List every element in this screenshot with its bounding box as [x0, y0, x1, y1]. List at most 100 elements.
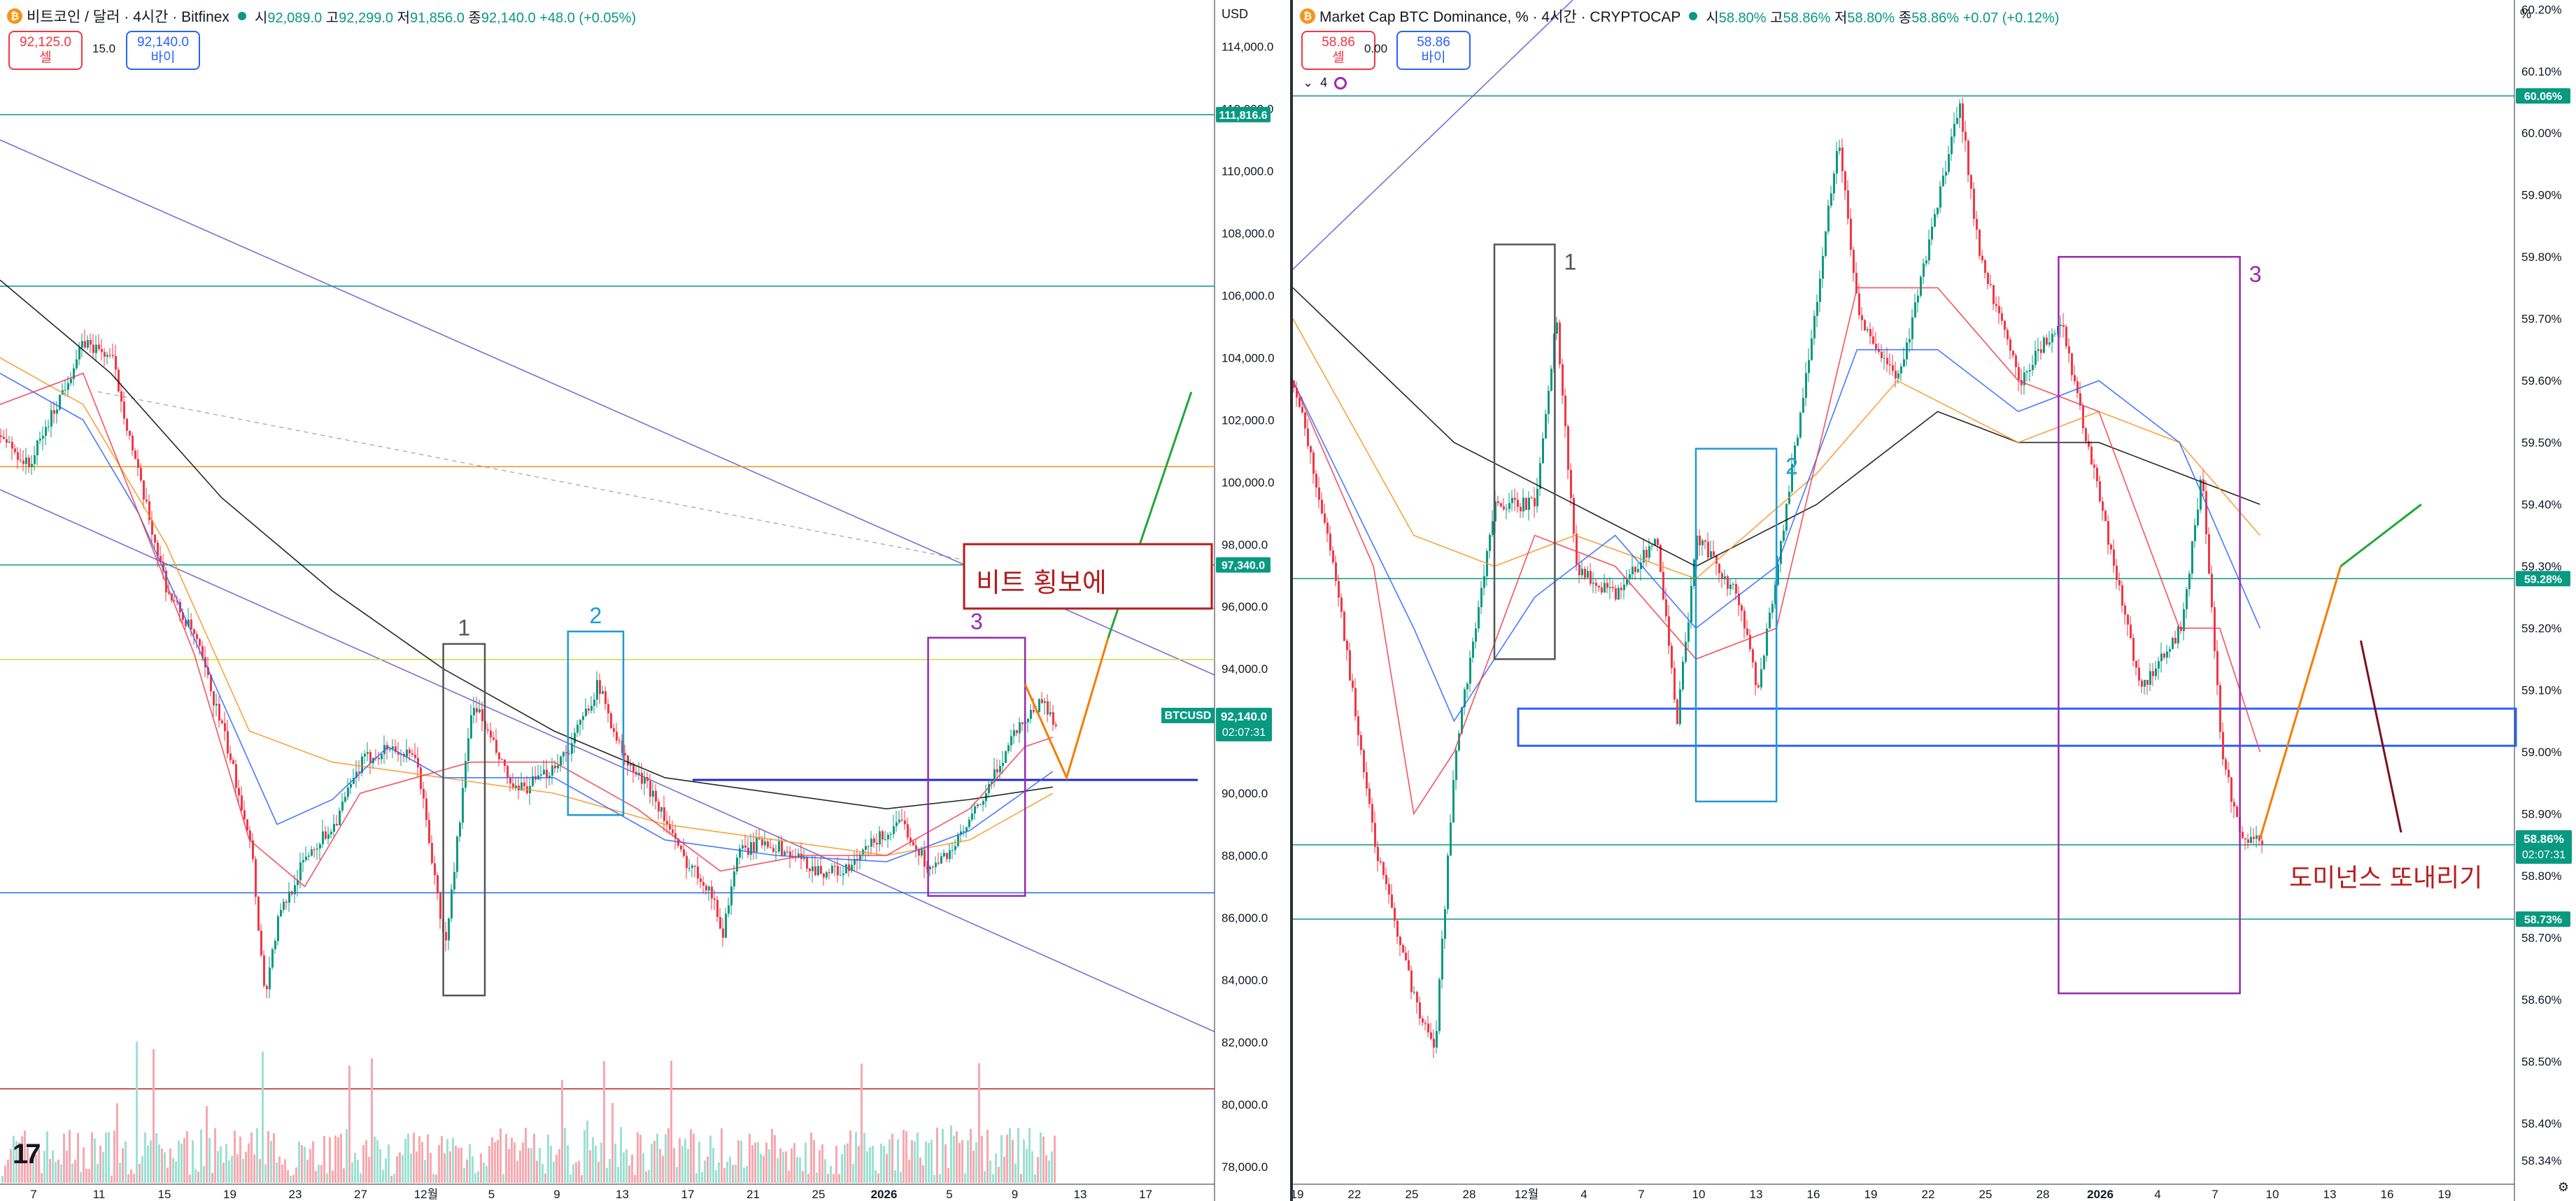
- candle-body: [255, 859, 257, 897]
- candle-body: [2183, 609, 2185, 632]
- candle-body: [1925, 260, 1927, 264]
- candle-body: [1979, 229, 1981, 256]
- buy-label: 바이: [1421, 50, 1446, 65]
- volume-bar: [827, 1174, 829, 1183]
- candle-body: [1707, 541, 1709, 557]
- btc-price-chart[interactable]: 78,000.0 80,000.0 82,000.0 84,000.0 86,000.0…: [0, 0, 1290, 1201]
- candle-body: [1729, 584, 1732, 589]
- btc-symbol-header[interactable]: ₿ 비트코인 / 달러 · 4시간 · Bitfinex 시92,089.0 고…: [7, 6, 636, 27]
- volume-bar: [880, 1143, 882, 1183]
- candle-body: [1942, 176, 1944, 187]
- symbol-title[interactable]: Market Cap BTC Dominance, % · 4시간 · CRYP…: [1319, 9, 1681, 25]
- volume-bar: [27, 1147, 29, 1183]
- volume-bar: [455, 1146, 457, 1183]
- volume-bar: [52, 1150, 54, 1183]
- volume-bar: [197, 1172, 199, 1183]
- volume-bar: [88, 1169, 90, 1183]
- candle-body: [414, 754, 416, 758]
- volume-bar: [950, 1125, 952, 1183]
- candle-body: [1780, 541, 1782, 564]
- candle-body: [898, 819, 900, 823]
- candle-body: [42, 436, 44, 439]
- tradingview-logo-icon[interactable]: 17: [13, 1139, 41, 1170]
- sell-price: 92,125.0: [20, 35, 71, 50]
- candle-body: [638, 772, 640, 775]
- ohlc-readout: 시92,089.0 고92,299.0 저91,856.0 종92,140.0 …: [254, 10, 637, 26]
- volume-bar: [877, 1173, 879, 1183]
- volume-bar: [754, 1142, 756, 1183]
- dominance-symbol-header[interactable]: ₿ Market Cap BTC Dominance, % · 4시간 · CR…: [1300, 6, 2059, 27]
- candle-body: [848, 864, 850, 872]
- pane-divider[interactable]: [1290, 0, 1293, 1201]
- candle-body: [465, 760, 467, 788]
- candle-body: [1049, 712, 1052, 715]
- symbol-title[interactable]: 비트코인 / 달러 · 4시간 · Bitfinex: [27, 9, 229, 25]
- candle-body: [378, 758, 380, 760]
- volume-bar: [611, 1102, 614, 1183]
- candle-body: [588, 709, 590, 711]
- candle-body: [1794, 446, 1796, 464]
- projection-up-orange: [2258, 566, 2342, 839]
- candle-body: [1886, 357, 1888, 364]
- candle-body: [1581, 569, 1583, 576]
- volume-bar: [690, 1129, 692, 1183]
- candle-body: [993, 769, 996, 782]
- sync-icon[interactable]: [1334, 76, 1347, 90]
- candle-body: [1349, 650, 1351, 681]
- volume-bar: [334, 1135, 337, 1183]
- y-tick-label: 94,000.0: [1222, 662, 1268, 676]
- candle-body: [1478, 607, 1480, 629]
- candle-body: [1410, 970, 1413, 993]
- buy-button[interactable]: 58.86 바이: [1396, 31, 1471, 70]
- candle-body: [1752, 649, 1754, 662]
- dominance-chart-pane[interactable]: 58.34% 58.40% 58.50% 58.60% 58.70% 58.80% 58.9…: [1293, 0, 2576, 1201]
- candle-body: [2242, 832, 2244, 839]
- candle-body: [1304, 412, 1306, 429]
- btc-dominance-chart[interactable]: 58.34% 58.40% 58.50% 58.60% 58.70% 58.80% 58.9…: [1293, 0, 2576, 1201]
- volume-bar: [404, 1139, 406, 1183]
- buy-button[interactable]: 92,140.0 바이: [126, 31, 200, 70]
- volume-bar: [242, 1158, 244, 1183]
- candle-body: [660, 807, 663, 812]
- chevron-down-icon[interactable]: ⌄: [1303, 76, 1314, 90]
- candle-body: [1576, 533, 1578, 565]
- candle-body: [459, 823, 461, 837]
- candle-body: [453, 872, 455, 890]
- candle-body: [1785, 504, 1788, 531]
- candle-body: [2046, 337, 2048, 345]
- candle-body: [151, 520, 153, 535]
- candle-body: [1956, 118, 1958, 125]
- candle-body: [1878, 348, 1880, 352]
- candle-body: [767, 841, 769, 848]
- candle-body: [1021, 722, 1024, 724]
- volume-bar: [1045, 1155, 1047, 1183]
- volume-bar: [7, 1159, 9, 1183]
- volume-bar: [248, 1143, 250, 1183]
- candle-body: [652, 790, 654, 797]
- y-tick-label: 60.00%: [2521, 127, 2562, 140]
- y-tick-label: 90,000.0: [1222, 787, 1268, 800]
- volume-bar: [410, 1153, 412, 1183]
- x-tick-label: 16: [2381, 1188, 2394, 1201]
- indicator-toggle[interactable]: ⌄ 4: [1303, 76, 1347, 90]
- candle-body: [775, 851, 777, 853]
- volume-bar: [192, 1140, 194, 1183]
- candle-body: [1587, 571, 1589, 578]
- volume-bar: [284, 1159, 286, 1183]
- candle-body: [1570, 469, 1572, 498]
- candle-body: [711, 886, 713, 899]
- candle-body: [73, 368, 75, 379]
- btc-chart-pane[interactable]: 78,000.0 80,000.0 82,000.0 84,000.0 86,000.0…: [0, 0, 1290, 1201]
- volume-bar: [480, 1153, 482, 1183]
- candle-body: [1310, 446, 1312, 453]
- volume-bar: [953, 1135, 955, 1183]
- candle-body: [2160, 653, 2163, 662]
- candle-body: [646, 776, 649, 781]
- candle-body: [1909, 339, 1911, 343]
- candle-body: [2032, 364, 2034, 370]
- sell-button[interactable]: 58.86 셀: [1301, 31, 1375, 70]
- candle-body: [1687, 622, 1690, 642]
- candle-body: [462, 788, 464, 823]
- volume-bar: [670, 1060, 672, 1183]
- sell-button[interactable]: 92,125.0 셀: [8, 31, 83, 70]
